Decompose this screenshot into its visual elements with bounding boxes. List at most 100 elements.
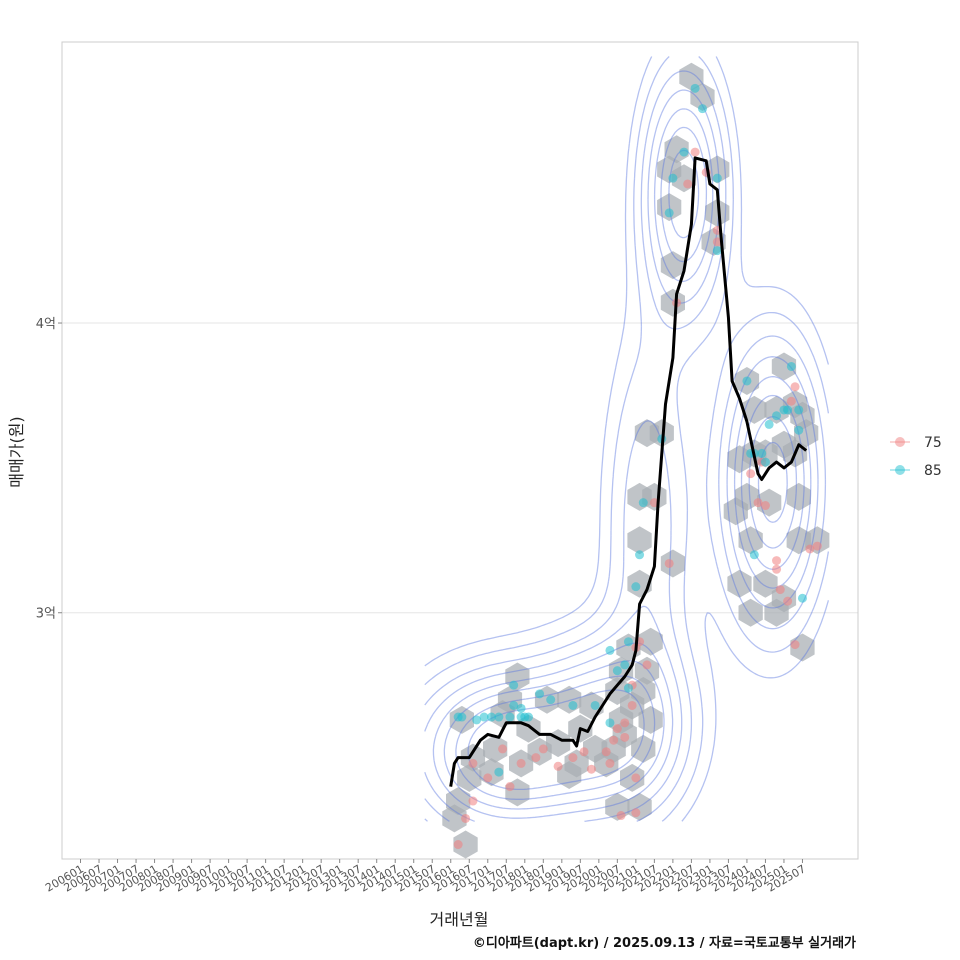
hexbin	[483, 734, 508, 763]
point-85	[742, 376, 752, 386]
point-85	[623, 637, 633, 647]
point-85	[509, 680, 519, 690]
point-85	[760, 457, 770, 467]
y-axis-title: 매매가(원)	[7, 416, 26, 487]
point-75	[605, 758, 615, 768]
point-85	[568, 700, 578, 710]
point-75	[498, 744, 508, 754]
point-75	[483, 773, 493, 783]
hexbin	[657, 193, 682, 222]
point-75	[631, 773, 641, 783]
hexbin	[738, 598, 763, 627]
point-85	[590, 700, 600, 710]
y-tick-label: 3억	[36, 607, 56, 622]
legend: 75 85	[890, 435, 942, 479]
hexbin	[446, 787, 471, 816]
point-75	[579, 747, 589, 757]
hexbin	[727, 445, 752, 474]
scatter-points	[453, 83, 822, 850]
point-85	[612, 666, 622, 676]
point-85	[605, 645, 615, 655]
point-75	[620, 732, 630, 742]
hexbin	[679, 62, 704, 91]
caption: ©디아파트(dapt.kr) / 2025.09.13 / 자료=국토교통부 실…	[473, 935, 856, 951]
trend-line-group	[449, 156, 808, 787]
point-75	[568, 753, 578, 763]
point-75	[468, 796, 478, 806]
point-75	[453, 840, 463, 850]
hexbin	[705, 155, 730, 184]
point-75	[642, 660, 652, 670]
point-85	[772, 411, 782, 421]
point-85	[679, 147, 689, 157]
point-85	[794, 405, 804, 415]
hexbin	[638, 627, 663, 656]
point-75	[461, 813, 471, 823]
hexbin	[660, 251, 685, 280]
y-tick-label: 4억	[36, 317, 56, 332]
grid-lines	[62, 322, 858, 614]
point-85	[712, 173, 722, 183]
legend-key-85	[895, 465, 905, 475]
point-85	[635, 550, 645, 560]
hexbin	[771, 352, 797, 381]
hexbin	[753, 569, 778, 598]
density-contour	[424, 56, 830, 822]
point-75	[786, 396, 796, 406]
point-75	[505, 782, 515, 792]
hexbin	[742, 395, 767, 424]
legend-key-75	[895, 437, 905, 447]
point-85	[494, 712, 504, 722]
density-contour	[455, 149, 798, 800]
hexbin	[786, 526, 811, 555]
point-75	[783, 596, 793, 606]
point-85	[472, 715, 482, 725]
point-75	[790, 382, 800, 392]
point-85	[620, 660, 630, 670]
x-axis-title: 거래년월	[430, 910, 489, 929]
point-85	[623, 683, 633, 693]
point-75	[805, 544, 815, 554]
point-85	[794, 425, 804, 435]
point-85	[712, 246, 722, 256]
point-85	[535, 689, 545, 699]
point-75	[609, 735, 619, 745]
x-axis-ticks: 2006012006072007012007072008012008072009…	[43, 859, 808, 895]
hexbin	[638, 705, 663, 734]
point-75	[664, 558, 674, 568]
hexbin	[627, 526, 652, 555]
point-85	[764, 419, 774, 429]
hexbin	[649, 419, 674, 448]
point-75	[712, 237, 722, 247]
point-85	[757, 448, 767, 458]
density-contour	[424, 70, 827, 822]
point-85	[516, 703, 526, 713]
point-85	[638, 498, 648, 508]
point-75	[627, 700, 637, 710]
y-axis-ticks: 3억 4억	[36, 317, 62, 622]
point-85	[494, 767, 504, 777]
point-85	[797, 593, 807, 603]
point-85	[505, 712, 515, 722]
hexbin	[453, 830, 478, 859]
point-75	[516, 758, 526, 768]
point-75	[812, 541, 822, 551]
point-75	[746, 469, 756, 479]
hexbin	[727, 569, 752, 598]
hexbin	[631, 734, 656, 763]
hexbin	[457, 763, 482, 792]
point-85	[479, 712, 489, 722]
panel-border	[61, 41, 859, 860]
point-75	[531, 753, 541, 763]
point-85	[486, 712, 496, 722]
hexbin	[631, 677, 656, 705]
legend-label-75: 75	[924, 435, 942, 451]
point-85	[786, 361, 796, 371]
hexbin	[516, 714, 541, 743]
hexbin	[705, 198, 730, 227]
point-75	[616, 811, 626, 821]
point-75	[772, 564, 782, 574]
point-75	[586, 764, 596, 774]
